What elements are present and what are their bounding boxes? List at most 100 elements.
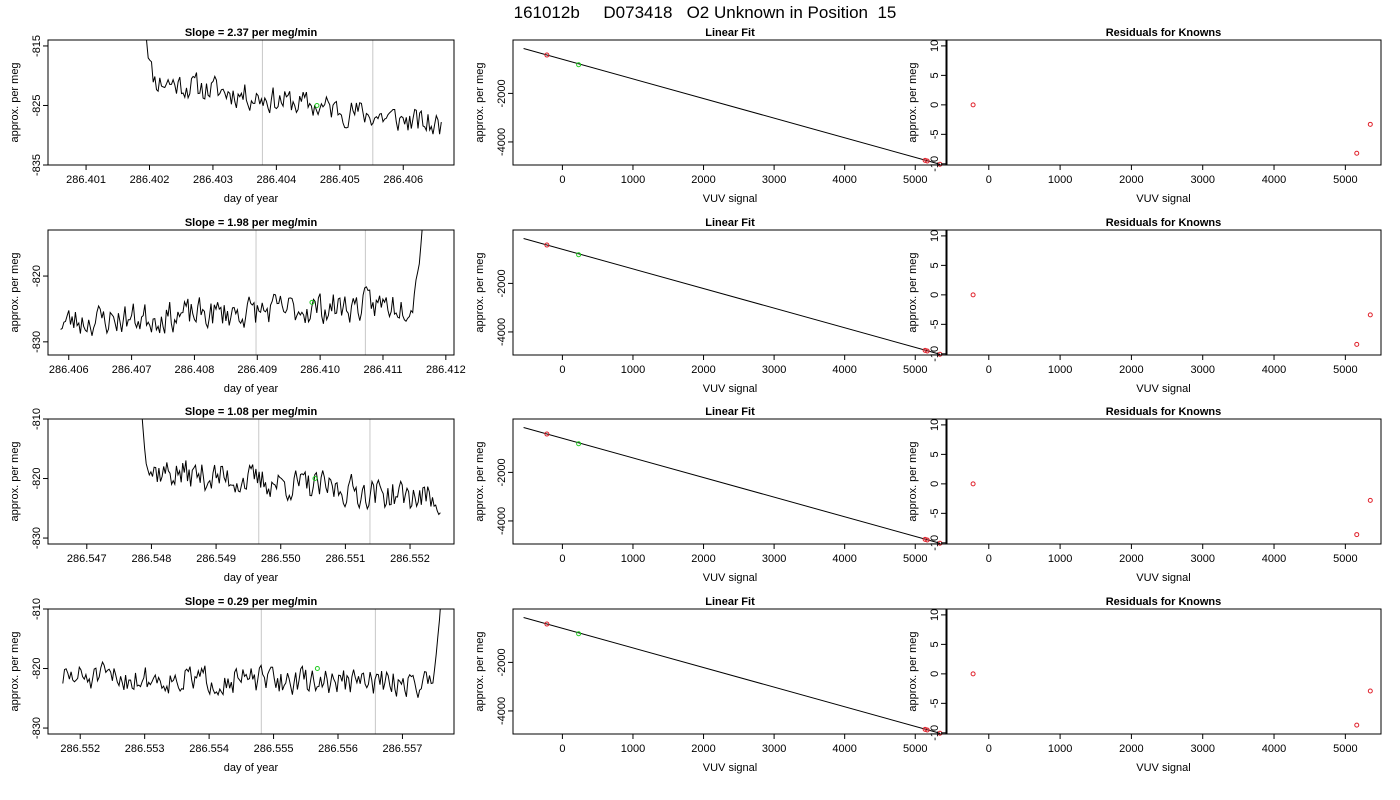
- x-tick-label: 286.402: [130, 174, 170, 186]
- panel-r1-c1: Slope = 2.37 per meg/min 286.401 286.402 28…: [9, 27, 455, 205]
- panel-title: Linear Fit: [705, 596, 755, 608]
- x-tick-label: 4000: [1262, 174, 1286, 186]
- x-tick-label: 4000: [832, 553, 856, 565]
- x-tick-label: 2000: [1119, 364, 1143, 376]
- x-tick-label: 0: [986, 553, 992, 565]
- x-tick-label: 286.555: [254, 743, 294, 755]
- x-tick-label: 1000: [1048, 364, 1072, 376]
- y-axis-label: approx. per meg: [474, 441, 486, 521]
- known-point: [922, 726, 928, 732]
- y-tick-label: 5: [929, 72, 941, 78]
- known-point: [1367, 121, 1373, 127]
- unknown-point: [576, 62, 582, 68]
- y-tick-label: -830: [31, 527, 43, 549]
- y-tick-label: -4000: [496, 318, 508, 346]
- y-tick-label: 10: [929, 609, 941, 621]
- y-tick-label: -4000: [496, 128, 508, 156]
- x-tick-label: 0: [559, 364, 565, 376]
- known-point: [922, 157, 928, 163]
- x-tick-label: 0: [986, 174, 992, 186]
- y-tick-label: 10: [929, 419, 941, 431]
- y-tick-label: -815: [31, 35, 43, 57]
- y-tick-label: -820: [31, 265, 43, 287]
- known-point: [1354, 150, 1360, 156]
- unknown-point: [576, 441, 582, 447]
- unknown-point: [312, 476, 318, 482]
- y-axis-label: approx. per meg: [474, 252, 486, 332]
- y-axis-label: approx. per meg: [9, 631, 21, 711]
- x-tick-label: 286.403: [193, 174, 233, 186]
- x-tick-label: 286.553: [125, 743, 165, 755]
- x-tick-label: 3000: [1190, 743, 1214, 755]
- x-tick-label: 0: [559, 743, 565, 755]
- plot-frame: [512, 608, 948, 735]
- x-axis-label: day of year: [224, 572, 279, 584]
- plot-frame: [512, 39, 948, 166]
- panel-r3-c1: Slope = 1.08 per meg/min 286.547 286.548 28…: [9, 406, 455, 584]
- x-tick-label: 1000: [621, 743, 645, 755]
- x-axis-label: VUV signal: [1136, 762, 1190, 774]
- y-tick-label: 0: [929, 481, 941, 487]
- x-tick-label: 4000: [832, 743, 856, 755]
- y-axis-label: approx. per meg: [474, 631, 486, 711]
- panel-title: Residuals for Knowns: [1106, 27, 1222, 39]
- known-point: [924, 158, 930, 164]
- x-tick-label: 1000: [1048, 174, 1072, 186]
- x-axis-label: VUV signal: [1136, 383, 1190, 395]
- y-tick-label: -835: [31, 154, 43, 176]
- x-tick-label: 2000: [1119, 174, 1143, 186]
- panel-r2-c2: Linear Fit 0 1000 2000 3000 4000 5000 -2000 -400…: [474, 217, 948, 395]
- x-tick-label: 3000: [1190, 364, 1214, 376]
- x-tick-label: 286.405: [320, 174, 360, 186]
- known-point: [1354, 722, 1360, 728]
- y-tick-label: -10: [929, 725, 941, 741]
- x-tick-label: 1000: [621, 364, 645, 376]
- panel-r4-c3: Residuals for Knowns 0 1000 2000 3000 4000 500…: [907, 596, 1382, 774]
- y-tick-label: 0: [929, 671, 941, 677]
- y-tick-label: 5: [929, 262, 941, 268]
- fit-line: [523, 48, 941, 165]
- x-tick-label: 286.409: [237, 364, 277, 376]
- x-tick-label: 286.404: [256, 174, 296, 186]
- x-axis-label: VUV signal: [703, 193, 757, 205]
- panel-title: Residuals for Knowns: [1106, 406, 1222, 418]
- plot-frame: [945, 229, 1382, 356]
- known-point: [922, 536, 928, 542]
- x-tick-label: 3000: [762, 174, 786, 186]
- x-tick-label: 4000: [832, 174, 856, 186]
- x-tick-label: 4000: [1262, 553, 1286, 565]
- y-axis-label: approx. per meg: [907, 252, 919, 332]
- x-tick-label: 0: [986, 743, 992, 755]
- unknown-point: [314, 102, 320, 108]
- y-tick-label: -810: [31, 408, 43, 430]
- unknown-point: [314, 666, 320, 672]
- known-point: [970, 671, 976, 677]
- y-tick-label: -820: [31, 468, 43, 490]
- x-tick-label: 286.406: [383, 174, 423, 186]
- known-point: [970, 481, 976, 487]
- y-tick-label: -830: [31, 331, 43, 353]
- x-tick-label: 286.412: [426, 364, 466, 376]
- known-point: [544, 242, 550, 248]
- trace-line: [141, 419, 441, 516]
- x-tick-label: 286.552: [390, 553, 430, 565]
- x-tick-label: 0: [559, 553, 565, 565]
- x-tick-label: 286.410: [300, 364, 340, 376]
- known-point: [1367, 497, 1373, 503]
- plot-frame: [512, 229, 948, 356]
- x-tick-label: 286.551: [326, 553, 366, 565]
- unknown-point: [309, 299, 315, 305]
- y-tick-label: -2000: [496, 79, 508, 107]
- x-tick-label: 1000: [1048, 553, 1072, 565]
- panel-title: Linear Fit: [705, 406, 755, 418]
- plot-frame: [512, 418, 948, 545]
- panel-title: Linear Fit: [705, 27, 755, 39]
- y-tick-label: -10: [929, 346, 941, 362]
- x-tick-label: 5000: [1333, 364, 1357, 376]
- x-tick-label: 3000: [762, 553, 786, 565]
- panel-title: Slope = 0.29 per meg/min: [185, 596, 318, 608]
- panel-r2-c3: Residuals for Knowns 0 1000 2000 3000 4000 500…: [907, 217, 1382, 395]
- y-tick-label: -2000: [496, 648, 508, 676]
- known-point: [924, 348, 930, 354]
